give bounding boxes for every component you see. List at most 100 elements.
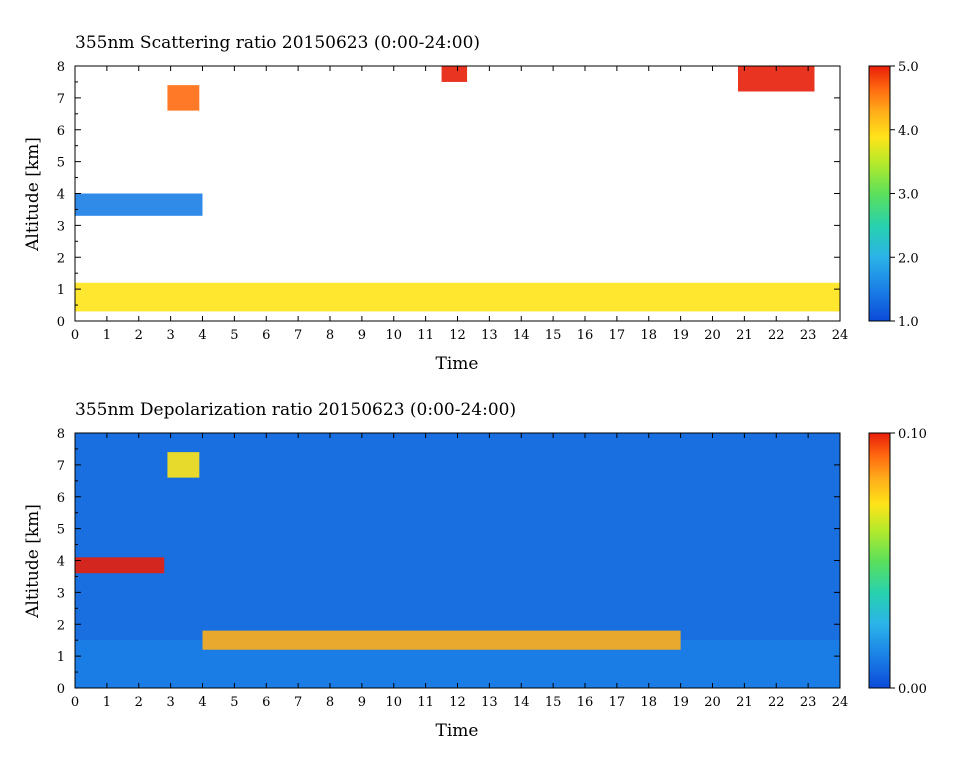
- y-tick-label: 6: [57, 124, 65, 139]
- scattering-x-axis-label: Time: [436, 354, 479, 374]
- x-tick-label: 16: [577, 695, 594, 710]
- x-tick-label: 1: [103, 695, 111, 710]
- x-tick-label: 0: [71, 328, 79, 343]
- colorbar-label: 0.10: [898, 427, 927, 442]
- x-tick-label: 15: [545, 695, 562, 710]
- depolarization-title: 355nm Depolarization ratio 20150623 (0:0…: [75, 400, 516, 420]
- depolarization-x-axis-label: Time: [436, 721, 479, 741]
- x-tick-label: 15: [545, 328, 562, 343]
- colorbar-label: 0.00: [898, 682, 927, 697]
- scattering-panel: 355nm Scattering ratio 20150623 (0:00-24…: [23, 33, 919, 374]
- x-tick-label: 10: [385, 328, 402, 343]
- colorbar-label: 1.0: [898, 315, 919, 330]
- heatmap-feature-2: [202, 630, 681, 650]
- scattering-y-axis-label: Altitude [km]: [23, 137, 43, 252]
- x-tick-label: 9: [358, 328, 366, 343]
- x-tick-label: 16: [577, 328, 594, 343]
- scattering-title: 355nm Scattering ratio 20150623 (0:00-24…: [75, 33, 480, 53]
- x-tick-label: 4: [198, 695, 206, 710]
- x-tick-label: 20: [704, 328, 721, 343]
- y-tick-label: 3: [57, 586, 65, 601]
- depolarization-heatmap: [75, 452, 840, 688]
- x-tick-label: 19: [672, 328, 689, 343]
- x-tick-label: 8: [326, 695, 334, 710]
- x-tick-label: 11: [417, 695, 434, 710]
- y-tick-label: 2: [57, 251, 65, 266]
- y-tick-label: 7: [57, 459, 65, 474]
- x-tick-label: 5: [230, 328, 238, 343]
- x-tick-label: 19: [672, 695, 689, 710]
- x-tick-label: 17: [609, 695, 626, 710]
- y-tick-label: 2: [57, 618, 65, 633]
- depolarization-colorbar: [868, 432, 891, 689]
- x-tick-label: 22: [768, 328, 785, 343]
- scattering-colorbar-labels: 5.0 4.0 3.0 2.0 1.0: [890, 60, 919, 330]
- y-tick-label: 1: [57, 650, 65, 665]
- scattering-colorbar: [868, 65, 891, 322]
- x-tick-label: 12: [449, 328, 466, 343]
- x-tick-label: 4: [198, 328, 206, 343]
- y-tick-label: 5: [57, 523, 65, 538]
- colorbar-label: 2.0: [898, 251, 919, 266]
- x-tick-label: 6: [262, 695, 270, 710]
- x-tick-label: 18: [640, 695, 657, 710]
- colorbar-label: 4.0: [898, 124, 919, 139]
- y-tick-label: 7: [57, 92, 65, 107]
- heatmap-feature-3: [75, 557, 165, 574]
- x-tick-label: 21: [736, 695, 753, 710]
- y-tick-label: 8: [57, 427, 65, 442]
- y-tick-label: 0: [57, 315, 65, 330]
- heatmap-feature-4: [167, 452, 200, 478]
- depolarization-y-ticks: 0 1 2 3 4 5 6 7 8: [57, 427, 840, 697]
- x-tick-label: 3: [166, 328, 174, 343]
- colorbar-label: 3.0: [898, 188, 919, 203]
- x-tick-label: 11: [417, 328, 434, 343]
- x-tick-label: 10: [385, 695, 402, 710]
- x-tick-label: 22: [768, 695, 785, 710]
- scattering-x-ticks: 0 1 2 3 4 5 6 7 8 9 10 11 12 13 14 15 16 17 18 19 20 21 22 23 24: [71, 66, 848, 343]
- x-tick-label: 2: [135, 695, 143, 710]
- x-tick-label: 9: [358, 695, 366, 710]
- x-tick-label: 17: [609, 328, 626, 343]
- y-tick-label: 8: [57, 60, 65, 75]
- x-tick-label: 7: [294, 328, 302, 343]
- heatmap-feature-1: [75, 282, 840, 312]
- heatmap-feature-3: [75, 193, 203, 216]
- y-tick-label: 5: [57, 156, 65, 171]
- heatmap-feature-2: [167, 85, 200, 111]
- x-tick-label: 23: [800, 695, 817, 710]
- x-tick-label: 5: [230, 695, 238, 710]
- x-tick-label: 24: [832, 328, 849, 343]
- x-tick-label: 13: [481, 328, 498, 343]
- x-tick-label: 14: [513, 695, 530, 710]
- x-tick-label: 0: [71, 695, 79, 710]
- x-tick-label: 6: [262, 328, 270, 343]
- x-tick-label: 12: [449, 695, 466, 710]
- x-tick-label: 2: [135, 328, 143, 343]
- y-tick-label: 1: [57, 283, 65, 298]
- depolarization-y-axis-label: Altitude [km]: [23, 504, 43, 619]
- x-tick-label: 21: [736, 328, 753, 343]
- y-tick-label: 4: [57, 555, 65, 570]
- y-tick-label: 4: [57, 188, 65, 203]
- x-tick-label: 8: [326, 328, 334, 343]
- depolarization-x-ticks: 0 1 2 3 4 5 6 7 8 9 10 11 12 13 14 15 16 17 18 19 20 21 22 23 24: [71, 433, 848, 710]
- x-tick-label: 18: [640, 328, 657, 343]
- x-tick-label: 20: [704, 695, 721, 710]
- x-tick-label: 3: [166, 695, 174, 710]
- x-tick-label: 24: [832, 695, 849, 710]
- x-tick-label: 23: [800, 328, 817, 343]
- depolarization-colorbar-labels: 0.10 0.00: [890, 427, 927, 697]
- scattering-y-ticks: 0 1 2 3 4 5 6 7 8: [57, 60, 840, 330]
- y-tick-label: 6: [57, 491, 65, 506]
- x-tick-label: 13: [481, 695, 498, 710]
- heatmap-feature-4: [441, 66, 468, 82]
- y-tick-label: 0: [57, 682, 65, 697]
- x-tick-label: 7: [294, 695, 302, 710]
- x-tick-label: 14: [513, 328, 530, 343]
- x-tick-label: 1: [103, 328, 111, 343]
- depolarization-panel: 355nm Depolarization ratio 20150623 (0:0…: [23, 400, 927, 741]
- y-tick-label: 3: [57, 219, 65, 234]
- colorbar-label: 5.0: [898, 60, 919, 75]
